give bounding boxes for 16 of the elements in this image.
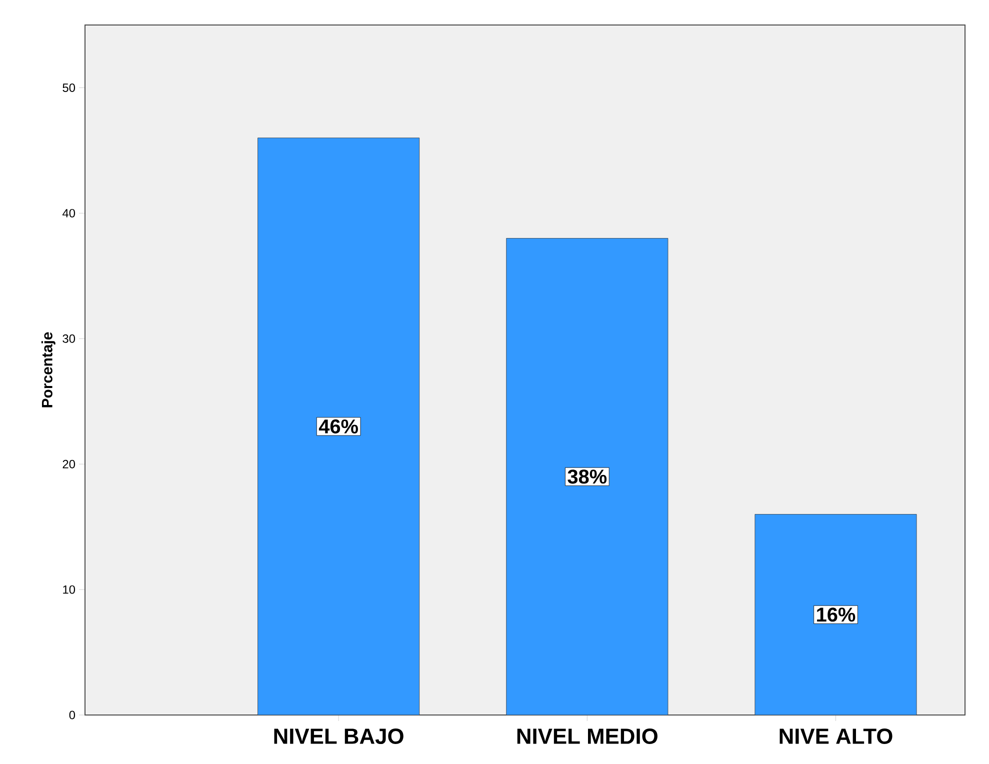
y-tick-label: 10	[63, 585, 76, 594]
bar	[754, 514, 917, 715]
y-tick-label: 40	[62, 208, 76, 218]
bar	[506, 238, 668, 715]
x-tick-label: NIVE ALTO	[780, 728, 892, 744]
x-tick-label: NIVEL BAJO	[274, 728, 404, 744]
y-tick-label: 30	[62, 334, 76, 343]
bar	[258, 138, 420, 715]
data-label: 16%	[817, 608, 856, 622]
y-axis-title: Porcentaje	[41, 332, 56, 408]
y-tick-label: 20	[62, 460, 76, 468]
data-label: 46%	[318, 419, 358, 434]
y-tick-label: 50	[62, 83, 76, 92]
y-tick-label: 0	[69, 710, 76, 720]
x-tick-label: NIVEL MEDIO	[517, 728, 658, 744]
data-label: 38%	[568, 470, 607, 484]
